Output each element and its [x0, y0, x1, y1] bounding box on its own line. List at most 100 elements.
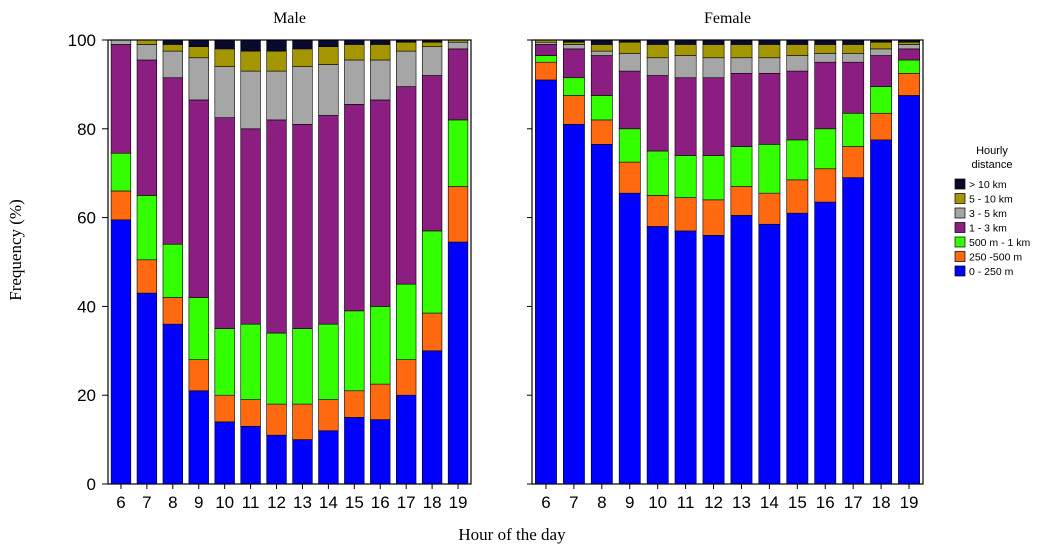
bar-segment-male-14-500-m-1-km — [318, 323, 339, 400]
bar-segment-male-16-250-500-m — [370, 383, 391, 420]
bar-segment-female-19-0-250-m — [898, 95, 920, 485]
bar-segment-female-19-500-m-1-km — [898, 59, 920, 74]
bar-segment-male-8-1-3-km — [162, 77, 183, 245]
bar-segment-female-16-1-3-km — [814, 61, 837, 130]
x-tick-label: 10 — [215, 493, 234, 512]
bar-segment-female-6-500-m-1-km — [535, 55, 557, 63]
bar-segment-female-18-3-5-km — [870, 48, 893, 56]
bar-segment-female-8-5-10-km — [590, 44, 613, 52]
bar-segment-male-11-250-500-m — [240, 399, 261, 427]
bar-segment-female-19-250-500-m — [898, 73, 920, 96]
x-tick-label: 16 — [371, 493, 390, 512]
y-tick-label: 40 — [77, 297, 96, 316]
bar-segment-female-11-0-250-m — [674, 230, 697, 485]
legend-title-line2: distance — [972, 159, 1013, 171]
bar-segment-female-10-10-km — [646, 39, 669, 45]
panel-title: Male — [273, 10, 306, 27]
bar-segment-male-9-10-km — [188, 39, 209, 47]
bar-segment-female-7-500-m-1-km — [562, 77, 585, 96]
bar-segment-female-18-0-250-m — [870, 139, 893, 485]
bar-segment-male-12-3-5-km — [266, 70, 287, 121]
bar-segment-female-14-3-5-km — [758, 57, 781, 74]
y-tick-label: 100 — [68, 31, 96, 50]
panel-title: Female — [704, 10, 751, 27]
bar-segment-female-13-10-km — [730, 39, 753, 45]
bar-segment-female-9-250-500-m — [618, 161, 641, 194]
bar-segment-female-13-0-250-m — [730, 215, 753, 485]
bar-segment-female-8-3-5-km — [590, 50, 613, 56]
panel-male: 6 7 8 9 10 11 12 13 14 15 16 17 18 19 Male — [107, 10, 472, 512]
bar-segment-male-11-1-3-km — [240, 128, 261, 325]
bar-segment-female-18-500-m-1-km — [870, 86, 893, 114]
x-tick-label: 9 — [194, 493, 203, 512]
bar-segment-female-9-5-10-km — [618, 41, 641, 54]
x-tick-label: 11 — [677, 493, 695, 512]
bar-segment-female-19-3-5-km — [898, 44, 920, 50]
bar-segment-male-13-10-km — [292, 39, 313, 50]
bar-segment-male-14-1-3-km — [318, 115, 339, 325]
bar-segment-male-8-5-10-km — [162, 44, 183, 52]
y-axis-label: Frequency (%) — [6, 199, 25, 301]
bar-segment-female-17-1-3-km — [842, 61, 865, 114]
legend-swatch-0-250-m — [954, 265, 966, 277]
bar-segment-female-15-1-3-km — [786, 70, 809, 141]
legend-label-250-500-m: 250 -500 m — [969, 252, 1022, 264]
bar-segment-male-13-3-5-km — [292, 66, 313, 125]
bar-segment-female-18-5-10-km — [870, 41, 893, 50]
bar-segment-female-6-1-3-km — [535, 44, 557, 56]
bar-segment-male-11-500-m-1-km — [240, 323, 261, 400]
bar-segment-female-9-0-250-m — [618, 192, 641, 485]
bar-segment-female-13-5-10-km — [730, 44, 753, 59]
x-tick-label: 12 — [267, 493, 286, 512]
bar-segment-male-18-1-3-km — [421, 75, 443, 232]
x-tick-label: 12 — [704, 493, 723, 512]
x-tick-label: 13 — [293, 493, 312, 512]
bar-segment-male-6-1-3-km — [110, 44, 132, 154]
bar-segment-female-17-0-250-m — [842, 177, 865, 485]
bar-segment-female-17-500-m-1-km — [842, 112, 865, 147]
bar-segment-female-15-250-500-m — [786, 179, 809, 214]
x-tick-label: 7 — [142, 493, 151, 512]
x-tick-label: 14 — [319, 493, 338, 512]
bar-segment-male-7-0-250-m — [136, 292, 158, 485]
bar-segment-female-19-5-10-km — [898, 41, 920, 45]
bar-segment-male-16-10-km — [370, 39, 391, 45]
plot-frame — [531, 39, 924, 485]
bar-segment-male-8-250-500-m — [162, 297, 183, 325]
x-tick-label: 9 — [625, 493, 634, 512]
bar-segment-male-10-1-3-km — [214, 117, 235, 329]
bar-segment-male-16-5-10-km — [370, 44, 391, 61]
x-tick-label: 13 — [732, 493, 751, 512]
y-tick-label: 60 — [77, 209, 96, 228]
bar-segment-male-13-500-m-1-km — [292, 328, 313, 405]
bar-segment-female-7-1-3-km — [562, 48, 585, 79]
bar-segment-female-17-3-5-km — [842, 53, 865, 63]
x-tick-label: 10 — [648, 493, 667, 512]
x-tick-label: 11 — [242, 493, 260, 512]
panel-female: 6 7 8 9 10 11 12 13 14 15 16 17 18 19 Female — [531, 10, 924, 512]
legend-swatch-1-3-km — [954, 222, 966, 233]
bar-segment-female-6-3-5-km — [535, 41, 557, 45]
bar-segment-male-11-5-10-km — [240, 50, 261, 72]
x-tick-label: 17 — [844, 493, 863, 512]
bar-segment-male-18-0-250-m — [421, 350, 443, 485]
bar-segment-male-7-250-500-m — [136, 259, 158, 294]
bar-segment-male-9-3-5-km — [188, 57, 209, 101]
bar-segment-male-10-3-5-km — [214, 66, 235, 119]
bar-segment-female-17-250-500-m — [842, 146, 865, 178]
bar-segment-female-12-10-km — [702, 39, 725, 45]
bar-segment-male-6-250-500-m — [110, 190, 132, 221]
bar-segment-male-11-3-5-km — [240, 70, 261, 130]
bar-segment-female-8-1-3-km — [590, 55, 613, 96]
x-tick-label: 14 — [760, 493, 779, 512]
legend-swatch-10-km — [954, 178, 966, 190]
bar-segment-male-16-0-250-m — [370, 419, 391, 485]
bar-segment-female-8-500-m-1-km — [590, 95, 613, 121]
legend-label-5-10-km: 5 - 10 km — [969, 194, 1013, 206]
legend-swatch-3-5-km — [954, 207, 966, 219]
bar-segment-male-9-0-250-m — [188, 390, 209, 485]
bar-segment-female-11-1-3-km — [674, 77, 697, 156]
bar-segment-female-11-500-m-1-km — [674, 155, 697, 198]
bar-segment-female-6-250-500-m — [535, 61, 557, 81]
